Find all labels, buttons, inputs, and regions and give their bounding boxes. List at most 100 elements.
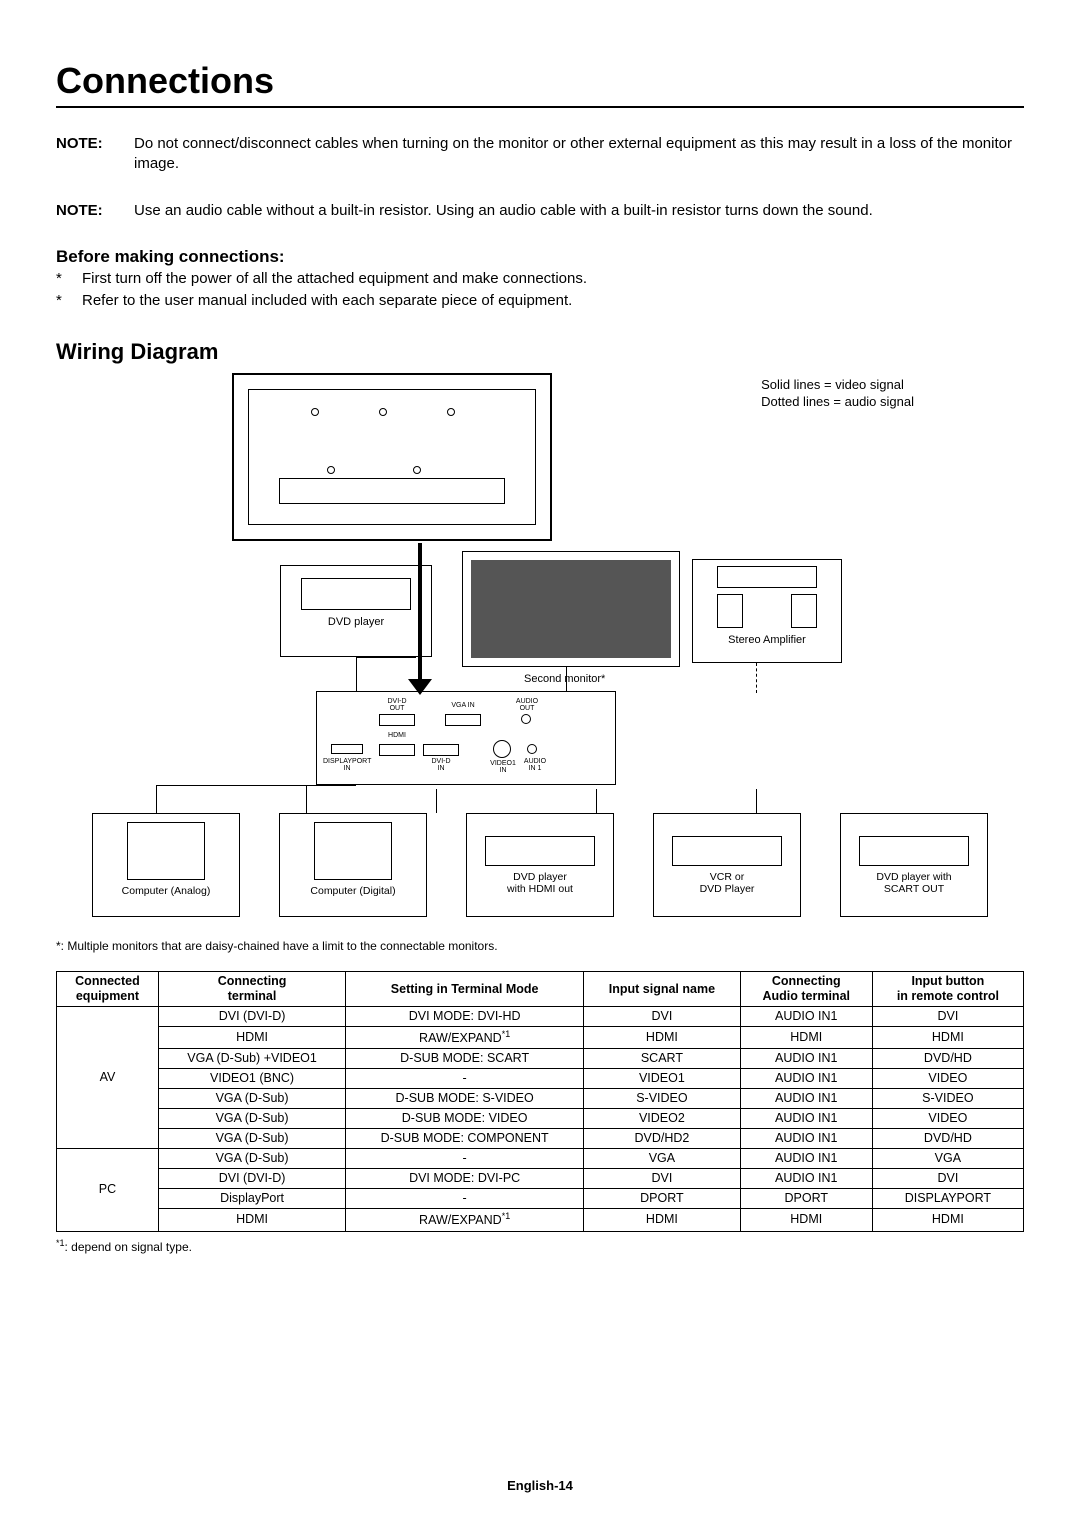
- cell: RAW/EXPAND*1: [346, 1027, 584, 1049]
- amplifier-box: Stereo Amplifier: [692, 559, 842, 663]
- cell: DisplayPort: [158, 1189, 345, 1209]
- cell: AUDIO IN1: [740, 1149, 872, 1169]
- th-button: Input buttonin remote control: [872, 972, 1023, 1007]
- th-audio: ConnectingAudio terminal: [740, 972, 872, 1007]
- cell: AUDIO IN1: [740, 1109, 872, 1129]
- bullet-marker: *: [56, 269, 82, 289]
- cell: RAW/EXPAND*1: [346, 1209, 584, 1231]
- cell: DPORT: [584, 1189, 741, 1209]
- cell: AUDIO IN1: [740, 1169, 872, 1189]
- cell: D-SUB MODE: SCART: [346, 1049, 584, 1069]
- note-row-2: NOTE: Use an audio cable without a built…: [56, 201, 1024, 221]
- dvd-player-label: DVD player: [281, 616, 431, 628]
- cell: DVI (DVI-D): [158, 1007, 345, 1027]
- cell: DVI: [584, 1007, 741, 1027]
- speaker-icon: [717, 594, 743, 628]
- port-label: HDMI: [377, 732, 417, 739]
- table-row: VGA (D-Sub)D-SUB MODE: VIDEOVIDEO2AUDIO …: [57, 1109, 1024, 1129]
- table-row: HDMIRAW/EXPAND*1HDMIHDMIHDMI: [57, 1209, 1024, 1231]
- note-text: Use an audio cable without a built-in re…: [134, 201, 1024, 221]
- cell: HDMI: [740, 1209, 872, 1231]
- port-label: DISPLAYPORTIN: [323, 758, 371, 772]
- dvd-player-box: DVD player: [280, 565, 432, 657]
- dvd-hdmi-label: DVD playerwith HDMI out: [507, 872, 573, 895]
- cell: VIDEO1 (BNC): [158, 1069, 345, 1089]
- port-label: VGA IN: [441, 702, 485, 709]
- th-setting: Setting in Terminal Mode: [346, 972, 584, 1007]
- connections-table: Connectedequipment Connectingterminal Se…: [56, 971, 1024, 1231]
- dvd-hdmi-box: DVD playerwith HDMI out: [466, 813, 614, 917]
- computer-digital-box: Computer (Digital): [279, 813, 427, 917]
- cell: VIDEO: [872, 1109, 1023, 1129]
- wiring-diagram: Solid lines = video signal Dotted lines …: [56, 373, 1024, 933]
- cell: VIDEO1: [584, 1069, 741, 1089]
- cell: AUDIO IN1: [740, 1089, 872, 1109]
- cell: S-VIDEO: [584, 1089, 741, 1109]
- cell: AUDIO IN1: [740, 1007, 872, 1027]
- port-label: AUDIOIN 1: [517, 758, 553, 772]
- dvd-scart-box: DVD player withSCART OUT: [840, 813, 988, 917]
- note-label: NOTE:: [56, 201, 134, 221]
- port-label: DVI-DIN: [419, 758, 463, 772]
- cell: VGA (D-Sub): [158, 1089, 345, 1109]
- monitor-back-icon: [232, 373, 552, 541]
- cell: VIDEO2: [584, 1109, 741, 1129]
- table-row: VGA (D-Sub)D-SUB MODE: COMPONENTDVD/HD2A…: [57, 1129, 1024, 1149]
- cell: VIDEO: [872, 1069, 1023, 1089]
- bullet-text: Refer to the user manual included with e…: [82, 291, 572, 311]
- table-row: DisplayPort-DPORTDPORTDISPLAYPORT: [57, 1189, 1024, 1209]
- dvd-scart-label: DVD player withSCART OUT: [876, 872, 951, 895]
- cell: DISPLAYPORT: [872, 1189, 1023, 1209]
- cell: VGA: [584, 1149, 741, 1169]
- bullet-row: * Refer to the user manual included with…: [56, 291, 1024, 311]
- cell: DPORT: [740, 1189, 872, 1209]
- table-row: VIDEO1 (BNC)-VIDEO1AUDIO IN1VIDEO: [57, 1069, 1024, 1089]
- cell: S-VIDEO: [872, 1089, 1023, 1109]
- source-row: Computer (Analog) Computer (Digital) DVD…: [92, 813, 988, 921]
- cell: VGA (D-Sub): [158, 1149, 345, 1169]
- cell: DVI (DVI-D): [158, 1169, 345, 1189]
- computer-analog-label: Computer (Analog): [122, 886, 211, 898]
- cell: -: [346, 1189, 584, 1209]
- page-title: Connections: [56, 60, 1024, 108]
- cell: AUDIO IN1: [740, 1069, 872, 1089]
- cell: HDMI: [158, 1209, 345, 1231]
- table-row: PCVGA (D-Sub)-VGAAUDIO IN1VGA: [57, 1149, 1024, 1169]
- page-footer: English-14: [0, 1478, 1080, 1493]
- cell: DVI: [872, 1169, 1023, 1189]
- cell: HDMI: [158, 1027, 345, 1049]
- note-label: NOTE:: [56, 134, 134, 175]
- before-heading: Before making connections:: [56, 247, 1024, 267]
- bullet-row: * First turn off the power of all the at…: [56, 269, 1024, 289]
- cell: VGA (D-Sub): [158, 1129, 345, 1149]
- computer-analog-box: Computer (Analog): [92, 813, 240, 917]
- cell: DVI MODE: DVI-HD: [346, 1007, 584, 1027]
- port-label: VIDEO1IN: [485, 760, 521, 774]
- note-row-1: NOTE: Do not connect/disconnect cables w…: [56, 134, 1024, 175]
- cell: HDMI: [872, 1209, 1023, 1231]
- amplifier-label: Stereo Amplifier: [693, 634, 841, 646]
- bullet-marker: *: [56, 291, 82, 311]
- wiring-heading: Wiring Diagram: [56, 339, 1024, 365]
- cell: DVD/HD2: [584, 1129, 741, 1149]
- cell: DVI MODE: DVI-PC: [346, 1169, 584, 1189]
- cell: HDMI: [584, 1027, 741, 1049]
- table-row: AVDVI (DVI-D)DVI MODE: DVI-HDDVIAUDIO IN…: [57, 1007, 1024, 1027]
- cell: VGA: [872, 1149, 1023, 1169]
- second-monitor-label: Second monitor*: [524, 673, 605, 685]
- cell: DVI: [872, 1007, 1023, 1027]
- cell: AUDIO IN1: [740, 1129, 872, 1149]
- cell: AUDIO IN1: [740, 1049, 872, 1069]
- cell: HDMI: [740, 1027, 872, 1049]
- page: Connections NOTE: Do not connect/disconn…: [0, 0, 1080, 1527]
- table-body: AVDVI (DVI-D)DVI MODE: DVI-HDDVIAUDIO IN…: [57, 1007, 1024, 1231]
- cell: HDMI: [584, 1209, 741, 1231]
- cell: DVI: [584, 1169, 741, 1189]
- th-terminal: Connectingterminal: [158, 972, 345, 1007]
- cell: VGA (D-Sub): [158, 1109, 345, 1129]
- cell-equipment: PC: [57, 1149, 159, 1231]
- th-equipment: Connectedequipment: [57, 972, 159, 1007]
- table-row: VGA (D-Sub) +VIDEO1D-SUB MODE: SCARTSCAR…: [57, 1049, 1024, 1069]
- speaker-icon: [791, 594, 817, 628]
- cell: D-SUB MODE: VIDEO: [346, 1109, 584, 1129]
